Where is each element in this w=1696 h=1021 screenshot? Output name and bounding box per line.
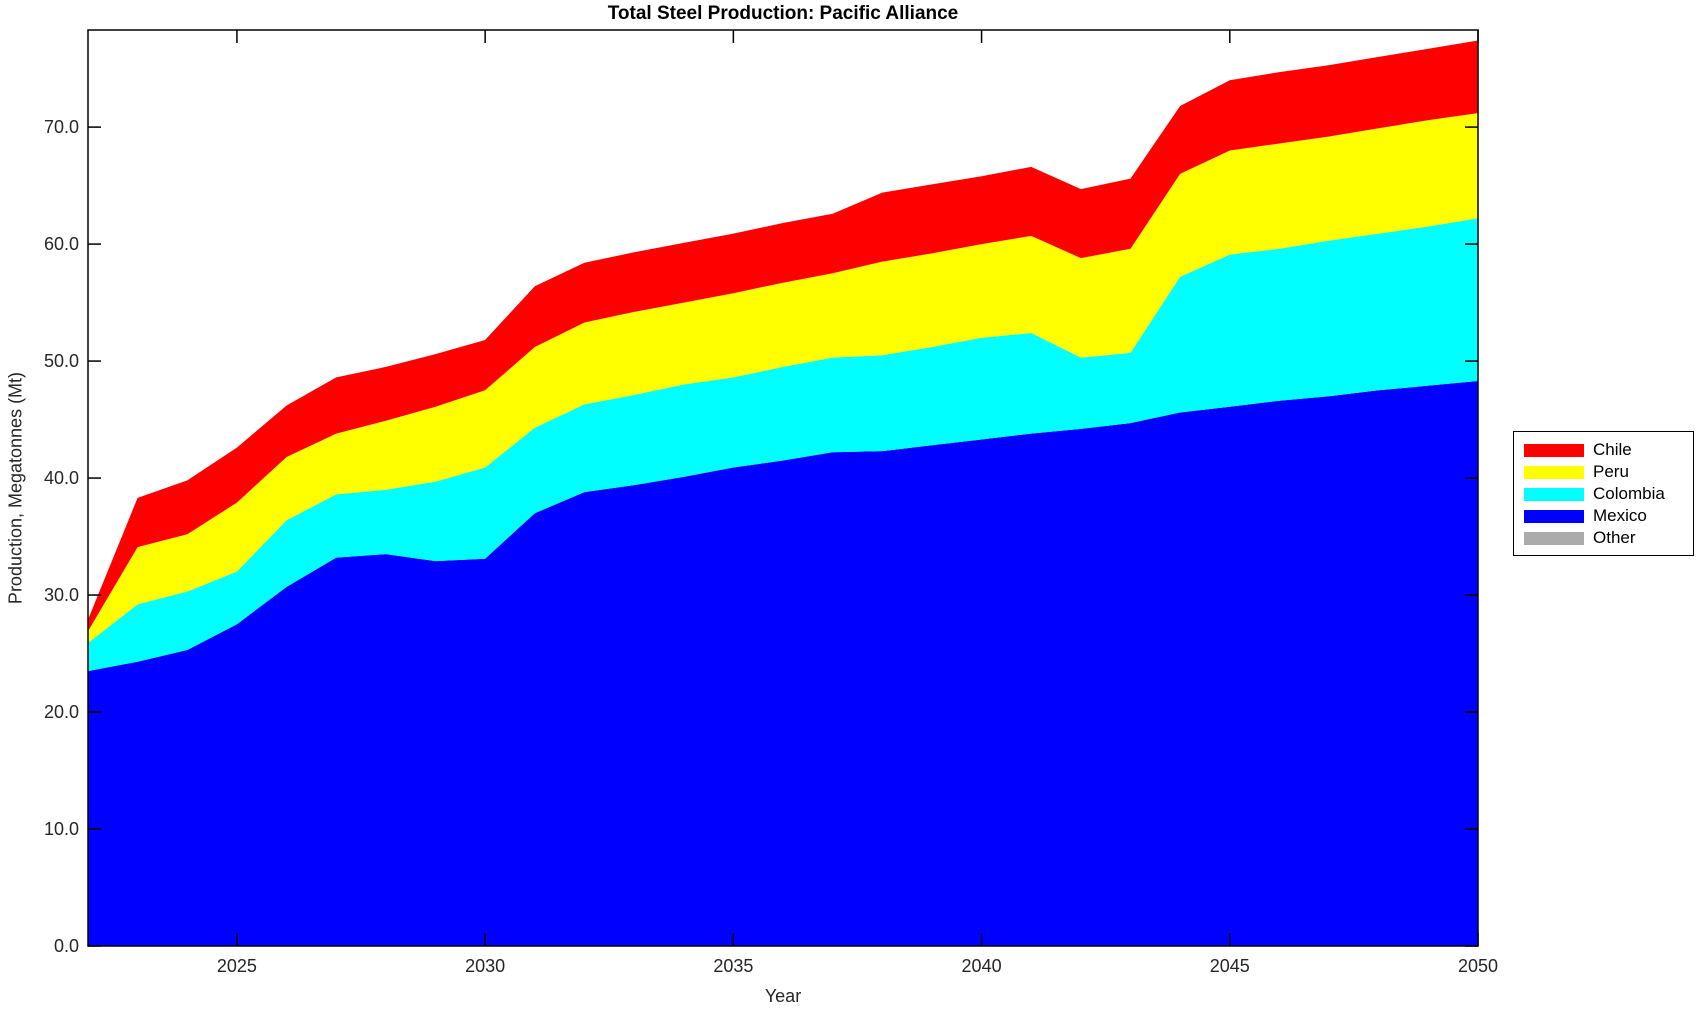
y-tick-label: 60.0 xyxy=(44,234,79,254)
legend-swatch-other xyxy=(1524,531,1584,545)
y-tick-label: 0.0 xyxy=(54,936,79,956)
y-tick-label: 20.0 xyxy=(44,702,79,722)
y-axis-label: Production, Megatonnes (Mt) xyxy=(5,371,26,605)
legend-label: Chile xyxy=(1593,440,1632,459)
legend-swatch-colombia xyxy=(1524,487,1584,501)
legend-label: Colombia xyxy=(1593,484,1665,503)
x-tick-label: 2035 xyxy=(713,956,753,976)
y-tick-label: 10.0 xyxy=(44,819,79,839)
legend-label: Other xyxy=(1593,528,1636,547)
x-axis-label: Year xyxy=(764,986,802,1006)
x-tick-label: 2045 xyxy=(1210,956,1250,976)
x-tick-label: 2025 xyxy=(217,956,257,976)
y-tick-label: 30.0 xyxy=(44,585,79,605)
legend-item-colombia: Colombia xyxy=(1524,483,1685,505)
plot-frame xyxy=(87,29,1479,947)
legend-label: Mexico xyxy=(1593,506,1647,525)
legend-item-mexico: Mexico xyxy=(1524,505,1685,527)
area-peru xyxy=(88,113,1478,644)
y-tick-label: 70.0 xyxy=(44,117,79,137)
legend-item-chile: Chile xyxy=(1524,439,1685,461)
legend-label: Peru xyxy=(1593,462,1629,481)
chart-title: Total Steel Production: Pacific Alliance xyxy=(607,3,959,24)
area-mexico xyxy=(88,381,1478,946)
y-tick-label: 50.0 xyxy=(44,351,79,371)
area-colombia xyxy=(88,218,1478,672)
y-tick-label: 40.0 xyxy=(44,468,79,488)
x-tick-label: 2050 xyxy=(1458,956,1498,976)
legend-swatch-mexico xyxy=(1524,509,1584,523)
x-tick-label: 2030 xyxy=(465,956,505,976)
area-chile xyxy=(88,40,1478,632)
legend-item-other: Other xyxy=(1524,527,1685,549)
legend-swatch-chile xyxy=(1524,443,1584,457)
legend-box: Chile Peru Colombia Mexico Other xyxy=(1513,431,1694,556)
legend-item-peru: Peru xyxy=(1524,461,1685,483)
x-tick-label: 2040 xyxy=(962,956,1002,976)
legend-swatch-peru xyxy=(1524,465,1584,479)
